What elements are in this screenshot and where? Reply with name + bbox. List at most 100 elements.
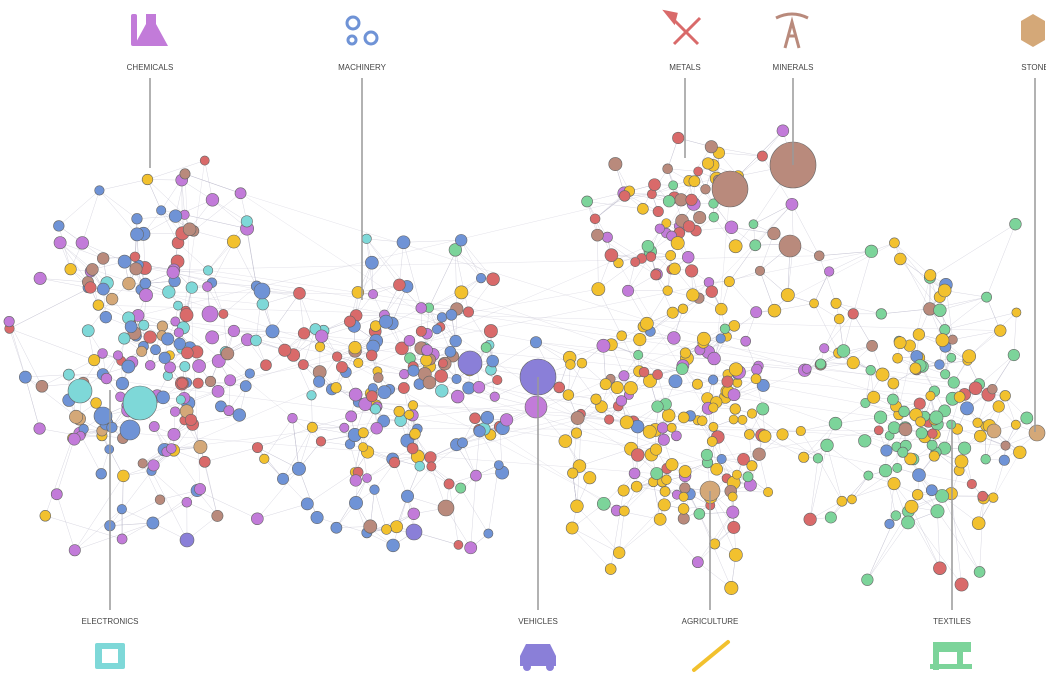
product-node (650, 467, 664, 480)
product-node (469, 412, 481, 424)
edge (911, 506, 941, 569)
product-node (260, 359, 272, 371)
product-node (169, 406, 181, 417)
product-node (480, 342, 492, 353)
product-node (939, 324, 951, 336)
edge (193, 230, 234, 242)
product-node (701, 157, 715, 170)
product-node (81, 324, 95, 338)
product-node (90, 397, 102, 409)
product-node (454, 285, 469, 300)
product-node (524, 395, 548, 419)
product-node (156, 320, 168, 332)
edge (246, 228, 257, 287)
product-node (422, 375, 437, 390)
product-node (480, 411, 495, 425)
product-node (116, 504, 127, 515)
product-node (994, 324, 1007, 337)
product-node (438, 358, 448, 369)
product-node (727, 388, 741, 402)
product-node (641, 239, 655, 253)
product-node (836, 495, 848, 507)
product-node (679, 482, 691, 494)
product-node (1007, 348, 1020, 362)
edge (292, 418, 300, 469)
edge (264, 418, 293, 459)
edge (951, 493, 962, 585)
product-node (954, 454, 969, 469)
edge (157, 251, 872, 397)
minerals-icon (775, 12, 809, 49)
product-node (715, 333, 726, 344)
product-node (662, 408, 676, 423)
product-node (331, 351, 343, 362)
edge (431, 466, 461, 489)
edge (98, 304, 1001, 331)
edge (58, 190, 100, 227)
product-node (203, 265, 214, 276)
product-node (345, 410, 358, 423)
product-node (623, 381, 638, 396)
machinery-icon (345, 15, 379, 46)
product-node (693, 508, 706, 520)
product-node (220, 347, 235, 361)
product-node (363, 519, 378, 534)
product-node (934, 359, 945, 370)
product-node (638, 366, 650, 378)
product-node (252, 442, 263, 454)
product-node (646, 189, 657, 200)
product-node (960, 401, 974, 416)
edge (233, 241, 257, 287)
product-node (146, 516, 160, 530)
product-node (369, 484, 380, 495)
product-node (988, 492, 999, 503)
product-node (143, 330, 157, 344)
edge (68, 374, 657, 450)
product-node (251, 512, 264, 526)
edge (865, 370, 871, 404)
product-node (330, 521, 343, 534)
edge (718, 152, 763, 157)
edge (223, 286, 257, 315)
edge (257, 427, 313, 448)
edge (204, 461, 218, 516)
product-node (486, 354, 499, 368)
product-node (662, 163, 673, 175)
product-node (483, 324, 498, 338)
product-node (390, 520, 403, 534)
edge (618, 504, 665, 553)
edge (152, 490, 198, 524)
edge (177, 242, 209, 271)
product-node (297, 327, 311, 340)
product-node (131, 213, 143, 225)
product-node (232, 408, 246, 422)
product-node (971, 516, 986, 530)
product-node (727, 520, 741, 534)
product-node (708, 211, 719, 223)
product-node (678, 491, 689, 502)
edge (109, 522, 153, 526)
edge (885, 470, 897, 516)
product-node (194, 483, 206, 495)
product-node (657, 422, 669, 434)
product-node (106, 421, 118, 433)
product-node (974, 429, 987, 443)
edge (688, 146, 712, 181)
product-node (836, 344, 851, 358)
product-node (864, 244, 878, 258)
product-node (156, 390, 170, 405)
product-node (415, 325, 427, 337)
product-node (148, 421, 160, 432)
product-node (348, 387, 363, 402)
edge (753, 204, 793, 225)
product-node (164, 361, 176, 374)
product-node (310, 511, 324, 525)
product-node (570, 499, 584, 513)
product-node (798, 451, 810, 463)
product-node (167, 428, 181, 441)
category-label: STONE (1021, 63, 1046, 72)
product-node (88, 354, 101, 367)
product-node (750, 306, 763, 319)
product-node (613, 257, 624, 269)
product-node (368, 289, 379, 300)
